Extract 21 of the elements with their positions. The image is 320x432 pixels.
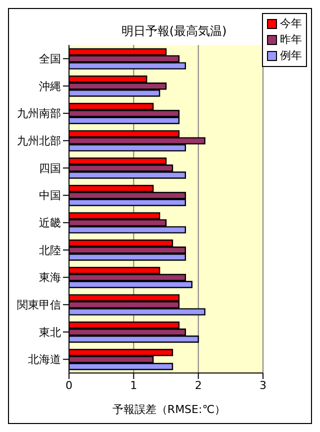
- legend-label: 例年: [280, 48, 302, 64]
- y-tick-label: 東海: [39, 271, 61, 284]
- y-tick-label: 東北: [39, 326, 61, 339]
- y-tick-label: 北海道: [28, 353, 61, 366]
- y-tick-label: 近畿: [39, 216, 61, 230]
- y-tick-label: 沖縄: [39, 80, 61, 93]
- y-tick-label: 四国: [39, 162, 61, 175]
- y-tick-label: 全国: [39, 52, 61, 66]
- y-tick-label: 関東甲信: [17, 298, 61, 312]
- legend-label: 昨年: [280, 32, 302, 48]
- y-tick-label: 九州北部: [17, 134, 61, 148]
- y-tick-label: 九州南部: [17, 107, 61, 120]
- x-tick-label: 1: [130, 378, 138, 392]
- x-tick-label: 3: [260, 378, 266, 392]
- x-axis-title: 予報誤差（RMSE:℃）: [111, 402, 227, 417]
- legend-label: 今年: [280, 16, 302, 32]
- chart-title: 明日予報(最高気温): [120, 23, 228, 40]
- x-tick-label: 2: [194, 378, 202, 392]
- y-tick-label: 北陸: [39, 244, 61, 257]
- x-tick-label: 0: [66, 378, 72, 392]
- y-tick-label: 中国: [39, 189, 61, 202]
